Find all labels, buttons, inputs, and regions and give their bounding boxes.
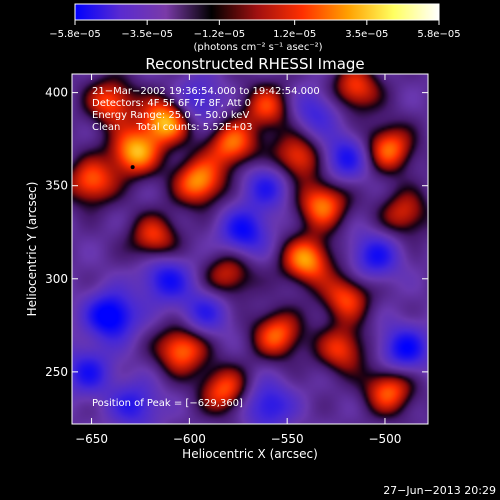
y-tick-label: 300: [45, 272, 68, 286]
peak-marker: [130, 165, 135, 170]
x-tick-label: −550: [271, 432, 304, 446]
x-tick-label: −500: [368, 432, 401, 446]
y-tick-label: 400: [45, 86, 68, 100]
y-tick-label: 350: [45, 179, 68, 193]
colorbar-tick-label: 1.2e−05: [273, 29, 316, 40]
colorbar-tick-label: −5.8e−05: [49, 29, 101, 40]
plot-area: −650 −600 −550 −500 250 300 350 400: [45, 73, 429, 446]
peak-position-label: Position of Peak = [−629,360]: [92, 398, 243, 409]
colorbar-gradient: [74, 3, 440, 21]
colorbar-tick-label: −1.2e−05: [194, 29, 246, 40]
x-tick-label: −600: [173, 432, 206, 446]
x-axis-ticks: −650 −600 −550 −500: [75, 74, 401, 446]
plot-frame: [71, 73, 429, 425]
x-axis-label: Heliocentric X (arcsec): [182, 447, 318, 461]
y-axis-label: Heliocentric Y (arcsec): [25, 182, 39, 317]
colorbar-unit-label: (photons cm⁻² s⁻¹ asec⁻²): [193, 42, 322, 53]
annotation-time-range: 21−Mar−2002 19:36:54.000 to 19:42:54.000: [92, 86, 320, 97]
annotation-clean-counts: Clean Total counts: 5.52E+03: [92, 122, 252, 133]
x-tick-label: −650: [75, 432, 108, 446]
chart-title: Reconstructed RHESSI Image: [145, 55, 364, 73]
y-axis-ticks: 250 300 350 400: [45, 86, 428, 379]
heatmap-image: [72, 74, 428, 424]
colorbar-tick-label: 3.5e−05: [345, 29, 388, 40]
footer-date: 27−Jun−2013 20:29: [383, 484, 496, 497]
colorbar-tick-label: 5.8e−05: [417, 29, 460, 40]
annotation-detectors: Detectors: 4F 5F 6F 7F 8F, Att 0: [92, 98, 251, 109]
annotation-energy-range: Energy Range: 25.0 − 50.0 keV: [92, 110, 249, 121]
annotation-block: 21−Mar−2002 19:36:54.000 to 19:42:54.000…: [92, 86, 320, 133]
colorbar: −5.8e−05 −3.5e−05 −1.2e−05 1.2e−05 3.5e−05 5.…: [49, 3, 461, 53]
colorbar-ticks: −5.8e−05 −3.5e−05 −1.2e−05 1.2e−05 3.5e−05 5.…: [49, 20, 461, 40]
colorbar-tick-label: −3.5e−05: [121, 29, 173, 40]
y-tick-label: 250: [45, 365, 68, 379]
